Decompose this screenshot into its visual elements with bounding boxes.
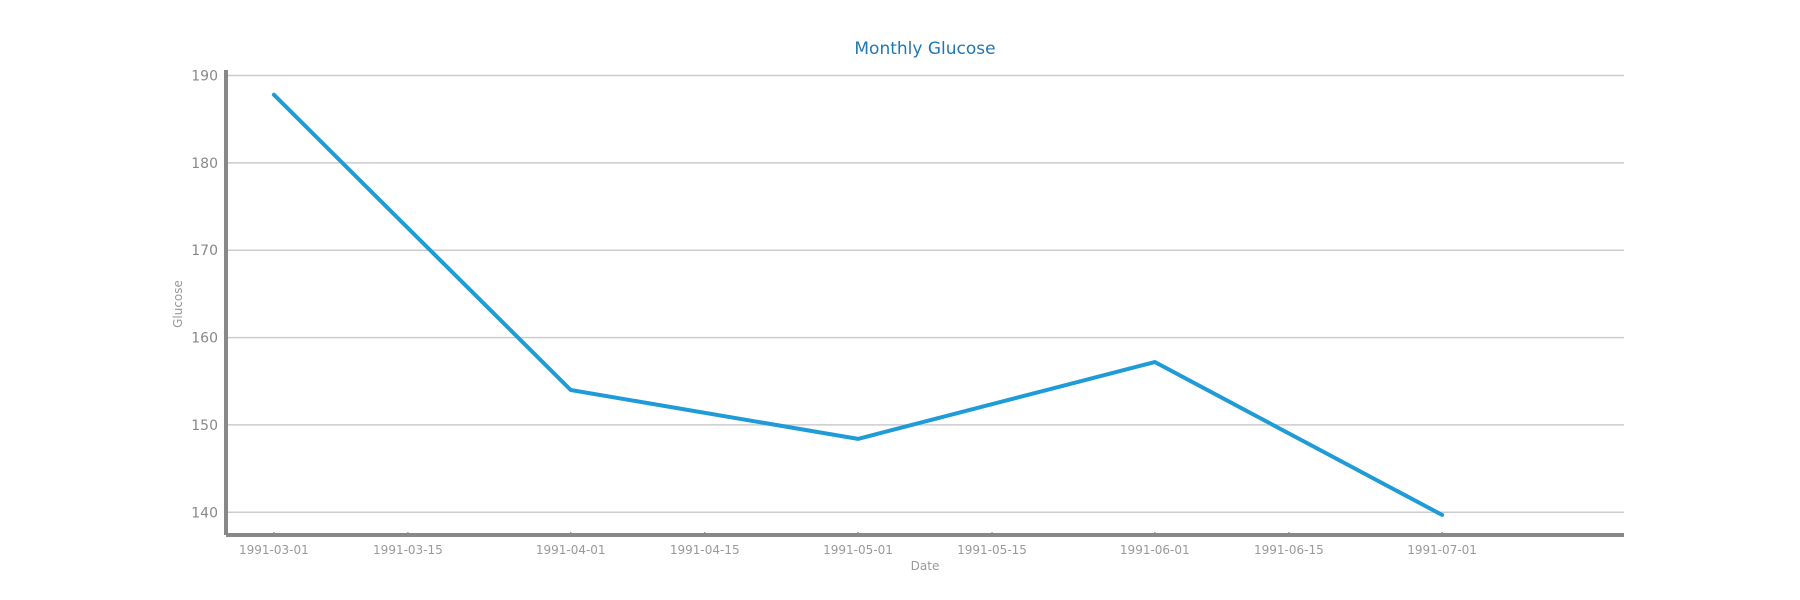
y-tick-label: 140 bbox=[191, 505, 218, 521]
x-tick-label: 1991-04-01 bbox=[536, 543, 606, 557]
x-tick-label: 1991-04-15 bbox=[670, 543, 740, 557]
glucose-data-point bbox=[569, 389, 572, 391]
y-tick-label: 180 bbox=[191, 156, 218, 172]
y-tick-label: 150 bbox=[191, 418, 218, 434]
glucose-data-point bbox=[273, 93, 275, 96]
glucose-data-point bbox=[1441, 514, 1443, 516]
tick-layer: 140 150 160 170 180 190 1991-03-01 1991-03-15 19… bbox=[191, 68, 1477, 557]
x-tick-label: 1991-03-15 bbox=[373, 543, 443, 557]
glucose-series-line bbox=[271, 92, 1445, 517]
x-tick-label: 1991-06-15 bbox=[1254, 543, 1324, 557]
glucose-data-point bbox=[1154, 361, 1156, 363]
y-tick-label: 190 bbox=[191, 68, 218, 84]
series-layer bbox=[271, 92, 1445, 517]
glucose-data-point bbox=[857, 438, 859, 440]
grid-layer bbox=[226, 74, 1624, 514]
x-tick-label: 1991-03-01 bbox=[239, 543, 309, 557]
x-tick-label: 1991-05-01 bbox=[823, 543, 893, 557]
x-axis-label: Date bbox=[911, 559, 940, 573]
y-axis-label: Glucose bbox=[171, 280, 185, 328]
y-tick-label: 170 bbox=[191, 243, 218, 259]
x-tick-label: 1991-07-01 bbox=[1407, 543, 1477, 557]
x-tick-label: 1991-05-15 bbox=[957, 543, 1027, 557]
x-tick-label: 1991-06-01 bbox=[1120, 543, 1190, 557]
axis-layer bbox=[224, 70, 1624, 537]
y-tick-label: 160 bbox=[191, 331, 218, 347]
chart-title: Monthly Glucose bbox=[854, 39, 995, 59]
